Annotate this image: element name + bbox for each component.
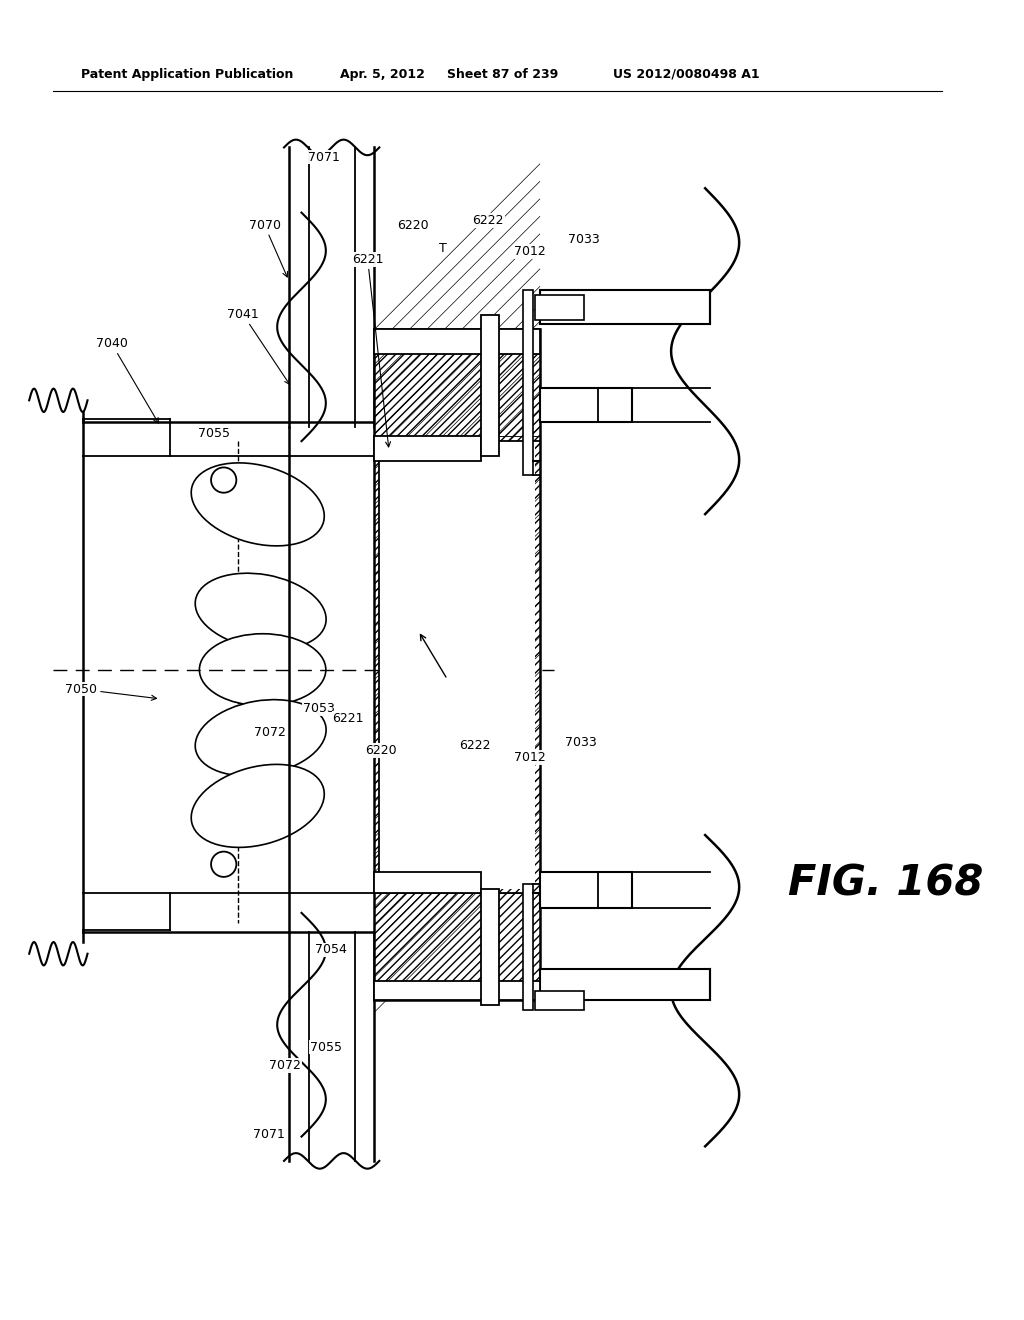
Ellipse shape bbox=[200, 634, 326, 706]
Bar bbox=[379, 446, 481, 888]
Text: 6220: 6220 bbox=[366, 744, 397, 756]
Bar bbox=[375, 437, 481, 461]
Text: 7050: 7050 bbox=[66, 682, 157, 701]
Bar bbox=[375, 894, 540, 1001]
Bar bbox=[523, 883, 534, 1010]
Text: 7072: 7072 bbox=[254, 726, 287, 739]
Circle shape bbox=[211, 851, 237, 876]
Text: 6221: 6221 bbox=[352, 252, 390, 447]
Bar bbox=[481, 314, 499, 455]
Bar bbox=[375, 981, 540, 1001]
Bar bbox=[540, 873, 632, 908]
Bar bbox=[375, 329, 540, 437]
Text: 7071: 7071 bbox=[254, 1129, 286, 1140]
Text: 7071: 7071 bbox=[308, 150, 340, 164]
Bar bbox=[540, 969, 710, 1001]
Text: 7041: 7041 bbox=[227, 308, 290, 384]
Text: 7070: 7070 bbox=[249, 219, 288, 277]
Ellipse shape bbox=[196, 573, 326, 649]
Bar bbox=[523, 290, 534, 475]
Bar bbox=[375, 329, 540, 1001]
Text: FIG. 168: FIG. 168 bbox=[787, 863, 983, 904]
Text: 7055: 7055 bbox=[310, 1040, 342, 1053]
Bar bbox=[382, 466, 532, 869]
Bar bbox=[375, 329, 540, 1001]
Text: Apr. 5, 2012: Apr. 5, 2012 bbox=[340, 69, 425, 81]
Text: Sheet 87 of 239: Sheet 87 of 239 bbox=[447, 69, 559, 81]
Text: 6222: 6222 bbox=[472, 214, 504, 227]
Ellipse shape bbox=[191, 463, 325, 546]
Text: 7040: 7040 bbox=[96, 338, 159, 424]
Text: 7053: 7053 bbox=[303, 702, 335, 715]
Text: 7033: 7033 bbox=[565, 737, 597, 750]
Bar bbox=[375, 329, 540, 354]
Bar bbox=[379, 441, 535, 888]
Text: US 2012/0080498 A1: US 2012/0080498 A1 bbox=[612, 69, 760, 81]
Ellipse shape bbox=[196, 700, 326, 776]
Bar bbox=[481, 888, 499, 1006]
Text: 7012: 7012 bbox=[514, 246, 546, 257]
Bar bbox=[83, 421, 379, 932]
Text: 7054: 7054 bbox=[314, 944, 347, 957]
Circle shape bbox=[211, 467, 237, 492]
Bar bbox=[375, 437, 540, 894]
Text: T: T bbox=[438, 242, 446, 255]
Ellipse shape bbox=[191, 764, 325, 847]
Bar bbox=[540, 290, 710, 325]
Text: 6220: 6220 bbox=[397, 219, 429, 232]
Text: 7055: 7055 bbox=[198, 426, 230, 440]
Text: 6221: 6221 bbox=[333, 711, 364, 725]
Bar bbox=[535, 991, 584, 1010]
Bar bbox=[375, 873, 481, 894]
Bar bbox=[540, 388, 632, 421]
Text: Patent Application Publication: Patent Application Publication bbox=[81, 69, 293, 81]
Text: 7012: 7012 bbox=[514, 751, 546, 764]
Bar bbox=[535, 296, 584, 319]
Text: 7072: 7072 bbox=[269, 1059, 301, 1072]
Text: 7033: 7033 bbox=[567, 234, 599, 247]
Text: 6222: 6222 bbox=[459, 739, 490, 752]
